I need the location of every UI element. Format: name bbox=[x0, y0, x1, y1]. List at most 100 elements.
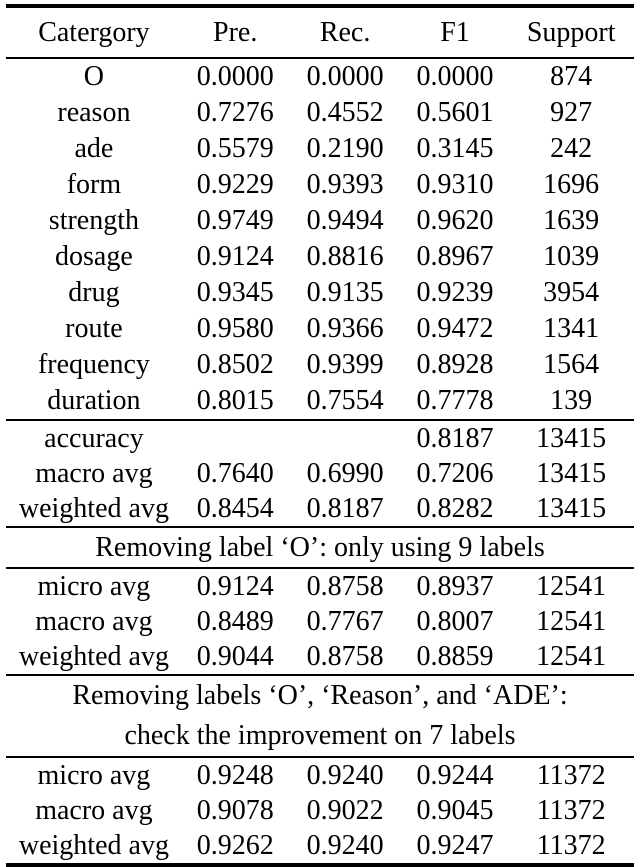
table-cell: 0.9135 bbox=[306, 277, 384, 308]
table-cell: 0.8758 bbox=[306, 640, 384, 672]
table-row: micro avg 0.9124 0.8758 0.8937 12541 bbox=[6, 568, 634, 604]
table-row: macro avg 0.7640 0.6990 0.7206 13415 bbox=[6, 456, 634, 491]
per-label-section: O 0.0000 0.0000 0.0000 874 reason 0.7276 0.4552… bbox=[6, 58, 634, 420]
table-row: ade 0.5579 0.2190 0.3145 242 bbox=[6, 131, 634, 167]
table-cell: 1696 bbox=[543, 169, 600, 200]
table-cell: 0.9239 bbox=[416, 277, 494, 308]
table-cell: macro avg bbox=[35, 605, 153, 637]
column-header-f1: F1 bbox=[440, 16, 470, 48]
table-cell: 0.9749 bbox=[196, 205, 274, 236]
table-row: drug 0.9345 0.9135 0.9239 3954 bbox=[6, 275, 634, 311]
table-cell: 0.9022 bbox=[306, 794, 384, 826]
table-row: dosage 0.9124 0.8816 0.8967 1039 bbox=[6, 239, 634, 275]
table-cell: 0.9345 bbox=[196, 277, 274, 308]
table-row: weighted avg 0.8454 0.8187 0.8282 13415 bbox=[6, 491, 634, 527]
column-header-category: Catergory bbox=[38, 16, 150, 48]
table-row: frequency 0.8502 0.9399 0.8928 1564 bbox=[6, 347, 634, 383]
table-cell: 1564 bbox=[543, 349, 600, 380]
table-cell: 12541 bbox=[536, 640, 607, 672]
table-cell: 0.9045 bbox=[416, 794, 494, 826]
table-cell: 13415 bbox=[536, 422, 607, 454]
table-cell: form bbox=[66, 169, 122, 200]
summary-9-labels-section: micro avg 0.9124 0.8758 0.8937 12541 macro av… bbox=[6, 568, 634, 675]
note-7-labels-section: Removing labels ‘O’, ‘Reason’, and ‘ADE’… bbox=[6, 675, 634, 757]
table-cell: 0.9244 bbox=[416, 759, 494, 791]
table-row: form 0.9229 0.9393 0.9310 1696 bbox=[6, 167, 634, 203]
table-cell: 3954 bbox=[543, 277, 600, 308]
table-row: weighted avg 0.9044 0.8758 0.8859 12541 bbox=[6, 639, 634, 675]
table-cell: accuracy bbox=[44, 422, 144, 454]
table-cell: 0.2190 bbox=[306, 133, 384, 164]
column-header-precision: Pre. bbox=[213, 16, 258, 48]
table-cell: 0.7554 bbox=[306, 385, 384, 416]
table-cell: 0.0000 bbox=[306, 61, 384, 92]
table-row: strength 0.9749 0.9494 0.9620 1639 bbox=[6, 203, 634, 239]
section-note-text-line2: check the improvement on 7 labels bbox=[124, 720, 516, 751]
table-cell: 0.9124 bbox=[196, 241, 274, 272]
table-cell: dosage bbox=[55, 241, 133, 272]
table-header: Catergory Pre. Rec. F1 Support bbox=[6, 6, 634, 58]
table-cell: 0.9620 bbox=[416, 205, 494, 236]
table-cell: 0.9247 bbox=[416, 829, 494, 861]
table-row: O 0.0000 0.0000 0.0000 874 bbox=[6, 58, 634, 95]
table-cell: 0.4552 bbox=[306, 97, 384, 128]
table-cell: 0.9078 bbox=[196, 794, 274, 826]
table-cell: strength bbox=[48, 205, 140, 236]
table-cell: 0.9393 bbox=[306, 169, 384, 200]
table-cell: route bbox=[65, 313, 123, 344]
table-cell: 0.0000 bbox=[416, 61, 494, 92]
table-row: accuracy 0.8187 13415 bbox=[6, 420, 634, 456]
table-cell: 0.9262 bbox=[196, 829, 274, 861]
table-cell: 11372 bbox=[536, 794, 606, 826]
table-cell: 1341 bbox=[543, 313, 600, 344]
table-cell: 0.9399 bbox=[306, 349, 384, 380]
table-cell: weighted avg bbox=[18, 829, 169, 861]
classification-report-table: Catergory Pre. Rec. F1 Support O 0.0000 0.… bbox=[6, 4, 634, 867]
table-cell: 0.8937 bbox=[416, 570, 494, 602]
table-cell: micro avg bbox=[37, 570, 151, 602]
table-cell: weighted avg bbox=[18, 640, 169, 672]
table-cell: 0.9494 bbox=[306, 205, 384, 236]
table-cell: 0.0000 bbox=[196, 61, 274, 92]
table-cell: O bbox=[83, 61, 105, 92]
table-cell: 12541 bbox=[536, 570, 607, 602]
table-cell: 11372 bbox=[536, 829, 606, 861]
table-cell: 0.8758 bbox=[306, 570, 384, 602]
table-cell: 0.9310 bbox=[416, 169, 494, 200]
table-cell: 0.8967 bbox=[416, 241, 494, 272]
table-cell: 0.9580 bbox=[196, 313, 274, 344]
table-cell: 13415 bbox=[536, 457, 607, 489]
table-cell bbox=[289, 420, 402, 456]
note-row: Removing labels ‘O’, ‘Reason’, and ‘ADE’… bbox=[6, 675, 634, 716]
table-cell: 0.8187 bbox=[416, 422, 494, 454]
table-cell: 11372 bbox=[536, 759, 606, 791]
table-cell: frequency bbox=[37, 349, 150, 380]
table-cell: ade bbox=[74, 133, 114, 164]
table-cell: 0.8859 bbox=[416, 640, 494, 672]
table-cell: 12541 bbox=[536, 605, 607, 637]
table-cell: 0.8489 bbox=[196, 605, 274, 637]
table-cell: 13415 bbox=[536, 492, 607, 524]
table-row: macro avg 0.9078 0.9022 0.9045 11372 bbox=[6, 793, 634, 828]
table-cell: 0.9472 bbox=[416, 313, 494, 344]
table-cell: 242 bbox=[550, 133, 593, 164]
table-cell: 0.7767 bbox=[306, 605, 384, 637]
table-cell: drug bbox=[68, 277, 120, 308]
table-cell: 0.8015 bbox=[196, 385, 274, 416]
table-cell: 0.7640 bbox=[196, 457, 274, 489]
table-cell: 0.8187 bbox=[306, 492, 384, 524]
column-header-recall: Rec. bbox=[319, 16, 371, 48]
table-cell: 0.9240 bbox=[306, 829, 384, 861]
table-row: macro avg 0.8489 0.7767 0.8007 12541 bbox=[6, 604, 634, 639]
table-cell: 0.6990 bbox=[306, 457, 384, 489]
table-cell: duration bbox=[47, 385, 141, 416]
table-cell: 0.8816 bbox=[306, 241, 384, 272]
header-row: Catergory Pre. Rec. F1 Support bbox=[6, 6, 634, 58]
summary-7-labels-section: micro avg 0.9248 0.9240 0.9244 11372 macro av… bbox=[6, 757, 634, 865]
table-cell: reason bbox=[57, 97, 131, 128]
section-note-text: Removing label ‘O’: only using 9 labels bbox=[95, 531, 545, 563]
table-cell: 0.5601 bbox=[416, 97, 494, 128]
table-cell bbox=[182, 420, 289, 456]
table-cell: 0.9248 bbox=[196, 759, 274, 791]
note-row: check the improvement on 7 labels bbox=[6, 716, 634, 757]
